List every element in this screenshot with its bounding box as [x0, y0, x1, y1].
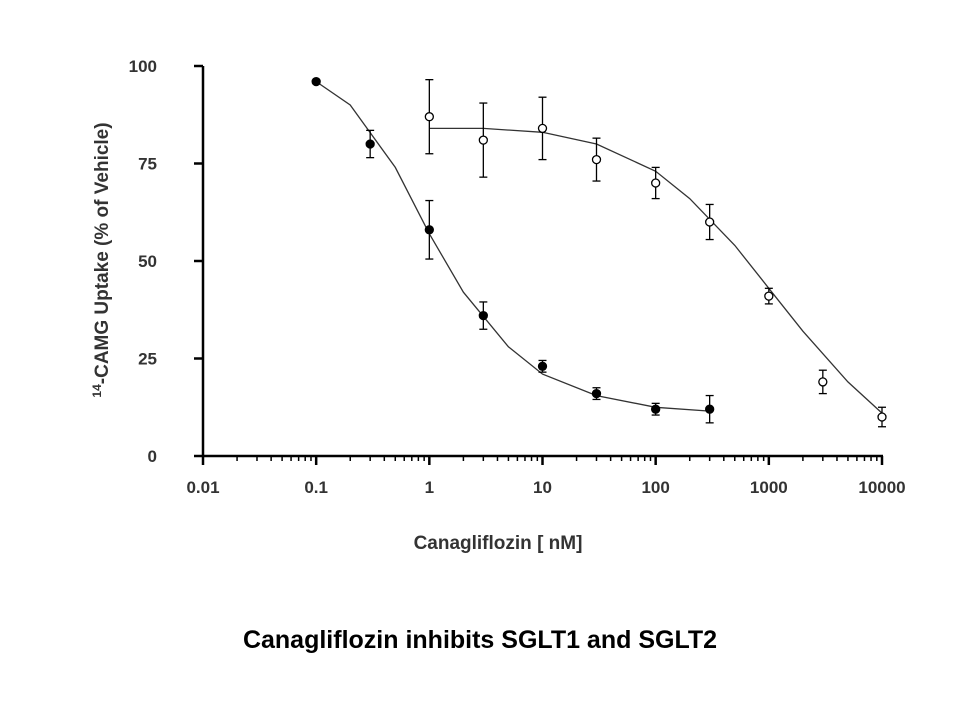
x-axis: 0.01 0.1 1 10 100 1000 10000 — [186, 454, 906, 497]
y-tick-label: 25 — [138, 350, 157, 369]
plot-area — [311, 76, 887, 428]
data-point — [478, 310, 488, 321]
data-point — [537, 361, 548, 371]
y-tick-label: 100 — [129, 57, 157, 76]
data-point — [424, 112, 434, 122]
data-point — [591, 388, 602, 399]
figure-caption: Canagliflozin inhibits SGLT1 and SGLT2 — [242, 626, 718, 654]
x-tick-label: 1 — [425, 478, 434, 497]
data-point — [651, 404, 661, 414]
x-tick-label: 0.1 — [304, 478, 328, 497]
data-point — [537, 123, 548, 134]
data-point — [877, 412, 887, 422]
x-axis-title: Canagliflozin [ nM] — [414, 533, 583, 554]
x-tick-label: 10 — [533, 478, 552, 497]
data-point — [764, 291, 774, 301]
y-axis-title: 14-CAMG Uptake (% of Vehicle) — [90, 122, 113, 397]
data-point — [818, 377, 828, 387]
fit-curve-2 — [429, 127, 883, 414]
x-ticks: 0.01 0.1 1 10 100 1000 10000 — [186, 456, 906, 497]
y-axis-title-superscript: 14 — [90, 384, 104, 398]
data-point — [591, 154, 602, 165]
fit-curve-1 — [315, 81, 710, 412]
y-axis: 0 25 50 75 100 — [129, 57, 205, 466]
data-point — [705, 217, 715, 227]
data-point — [311, 76, 321, 87]
x-tick-label: 0.01 — [186, 478, 219, 497]
series-1 — [311, 76, 715, 424]
x-tick-label: 10000 — [858, 478, 905, 497]
series-2 — [424, 79, 887, 428]
data-point — [705, 404, 715, 414]
x-tick-label: 1000 — [750, 478, 788, 497]
y-tick-label: 0 — [148, 447, 157, 466]
data-point — [651, 178, 661, 188]
y-tick-label: 50 — [138, 252, 157, 271]
data-point — [424, 225, 434, 235]
y-tick-label: 75 — [138, 155, 157, 174]
data-point — [365, 139, 375, 149]
y-axis-title-text: -CAMG Uptake (% of Vehicle) — [92, 122, 113, 384]
data-point — [478, 135, 488, 145]
x-tick-label: 100 — [641, 478, 669, 497]
y-ticks: 0 25 50 75 100 — [129, 57, 203, 466]
